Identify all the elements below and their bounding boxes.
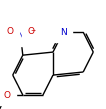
Text: O: O [7,27,14,36]
Text: O: O [28,27,35,36]
Text: N: N [17,32,24,41]
Text: −: − [31,27,36,32]
Text: O: O [3,90,10,100]
Text: N: N [60,28,66,37]
Text: +: + [20,32,25,37]
